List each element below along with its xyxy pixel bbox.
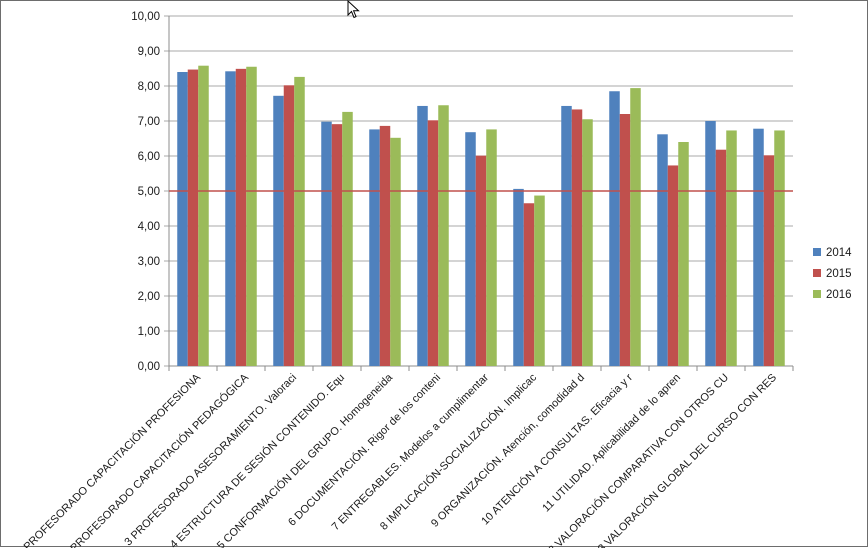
bar-2016: [486, 129, 497, 366]
bar-2014: [609, 91, 620, 366]
bar-2014: [465, 132, 476, 366]
y-tick-label: 10,00: [131, 11, 160, 23]
bar-2015: [379, 125, 391, 367]
legend-label: 2015: [826, 268, 852, 280]
bar-2015: [427, 120, 439, 366]
y-tick-label: 5,00: [138, 186, 160, 198]
bar-2016: [294, 76, 305, 367]
y-tick-label: 2,00: [138, 291, 160, 303]
legend-label: 2014: [826, 247, 852, 259]
bar-2016: [342, 111, 353, 367]
bar-2014: [369, 129, 380, 366]
bar-2015: [331, 124, 343, 367]
bar-2016: [726, 130, 737, 366]
bar-2015: [667, 165, 679, 366]
bar-2014: [513, 188, 524, 366]
bar-2014: [753, 128, 764, 366]
bar-2015: [187, 69, 199, 367]
bar-2016: [246, 66, 257, 366]
bar-2015: [763, 155, 775, 366]
y-tick-label: 1,00: [138, 326, 160, 338]
bar-2016: [774, 130, 785, 366]
bar-2015: [715, 149, 727, 366]
y-tick-label: 8,00: [138, 81, 160, 93]
mouse-cursor-icon: [347, 0, 360, 19]
bar-2016: [582, 119, 593, 366]
bar-2016: [630, 88, 641, 366]
x-category-label: 5 CONFORMACIÓN DEL GRUPO. Homogeneida: [214, 370, 396, 548]
bar-2014: [657, 134, 668, 366]
bar-2015: [283, 85, 295, 367]
y-tick-label: 4,00: [138, 221, 160, 233]
bar-2015: [235, 68, 247, 366]
bar-2016: [678, 142, 689, 366]
y-tick-label: 6,00: [138, 151, 160, 163]
y-tick-label: 0,00: [138, 361, 160, 373]
bar-2014: [177, 72, 188, 366]
bar-2015: [571, 109, 583, 366]
x-category-label: 4 ESTRUCTURA DE SESIÓN CONTENIDO. Equ: [167, 371, 347, 548]
bar-2015: [523, 203, 535, 366]
legend-swatch-2015: [813, 269, 821, 277]
bar-2016: [390, 137, 401, 366]
bar-2016: [438, 105, 449, 366]
bar-2014: [705, 121, 716, 366]
bar-2016: [534, 195, 545, 366]
bar-2014: [417, 105, 428, 366]
y-tick-label: 9,00: [138, 46, 160, 58]
legend-label: 2016: [826, 289, 852, 301]
x-category-label: 13 VALORACIÓN GLOBAL DEL CURSO CON RES: [591, 371, 779, 548]
legend-swatch-2016: [813, 290, 821, 298]
bar-2014: [321, 121, 332, 366]
x-category-label: 3 PROFESORADO ASESORAMIENTO. Valoraci: [122, 372, 299, 548]
legend-swatch-2014: [813, 248, 821, 256]
bar-2014: [225, 71, 236, 367]
bar-2016: [198, 65, 209, 366]
bar-2014: [273, 95, 284, 367]
bar-2015: [619, 114, 631, 366]
y-tick-label: 7,00: [138, 116, 160, 128]
bar-2015: [475, 155, 487, 366]
y-tick-label: 3,00: [138, 256, 160, 268]
bar-2014: [561, 105, 572, 366]
